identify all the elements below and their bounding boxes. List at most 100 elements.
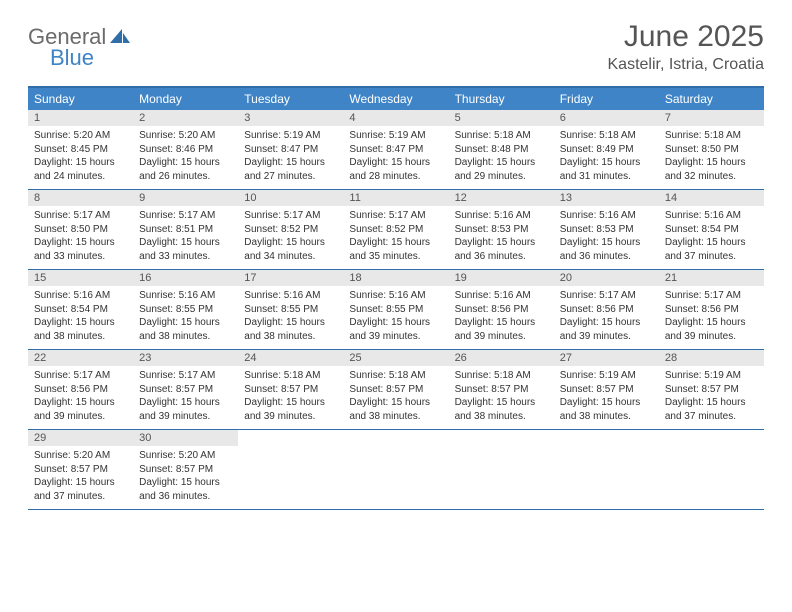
day-number: 20 bbox=[554, 270, 659, 286]
day-number: 1 bbox=[28, 110, 133, 126]
daylight-text: Daylight: 15 hours and 24 minutes. bbox=[34, 156, 127, 183]
sunrise-text: Sunrise: 5:18 AM bbox=[455, 129, 548, 143]
sunset-text: Sunset: 8:56 PM bbox=[455, 303, 548, 317]
daylight-text: Daylight: 15 hours and 33 minutes. bbox=[34, 236, 127, 263]
day-number: 16 bbox=[133, 270, 238, 286]
brand-text: General Blue bbox=[28, 26, 132, 69]
daylight-text: Daylight: 15 hours and 37 minutes. bbox=[665, 236, 758, 263]
weekday-header-cell: Friday bbox=[554, 88, 659, 110]
weekday-header-cell: Monday bbox=[133, 88, 238, 110]
daylight-text: Daylight: 15 hours and 26 minutes. bbox=[139, 156, 232, 183]
daylight-text: Daylight: 15 hours and 39 minutes. bbox=[349, 316, 442, 343]
day-body: Sunrise: 5:17 AMSunset: 8:51 PMDaylight:… bbox=[133, 206, 238, 269]
day-number: 3 bbox=[238, 110, 343, 126]
day-number: 29 bbox=[28, 430, 133, 446]
day-number: 26 bbox=[449, 350, 554, 366]
sunrise-text: Sunrise: 5:17 AM bbox=[34, 369, 127, 383]
day-cell: 23Sunrise: 5:17 AMSunset: 8:57 PMDayligh… bbox=[133, 350, 238, 429]
week-row: 1Sunrise: 5:20 AMSunset: 8:45 PMDaylight… bbox=[28, 110, 764, 190]
daylight-text: Daylight: 15 hours and 34 minutes. bbox=[244, 236, 337, 263]
day-cell: 8Sunrise: 5:17 AMSunset: 8:50 PMDaylight… bbox=[28, 190, 133, 269]
day-body: Sunrise: 5:18 AMSunset: 8:50 PMDaylight:… bbox=[659, 126, 764, 189]
title-block: June 2025 Kastelir, Istria, Croatia bbox=[608, 20, 765, 74]
sunset-text: Sunset: 8:47 PM bbox=[349, 143, 442, 157]
day-body: Sunrise: 5:17 AMSunset: 8:52 PMDaylight:… bbox=[343, 206, 448, 269]
day-cell: 30Sunrise: 5:20 AMSunset: 8:57 PMDayligh… bbox=[133, 430, 238, 509]
sunrise-text: Sunrise: 5:19 AM bbox=[349, 129, 442, 143]
day-body: Sunrise: 5:19 AMSunset: 8:47 PMDaylight:… bbox=[238, 126, 343, 189]
sunset-text: Sunset: 8:54 PM bbox=[34, 303, 127, 317]
day-cell: 14Sunrise: 5:16 AMSunset: 8:54 PMDayligh… bbox=[659, 190, 764, 269]
sunrise-text: Sunrise: 5:16 AM bbox=[665, 209, 758, 223]
weekday-header-row: SundayMondayTuesdayWednesdayThursdayFrid… bbox=[28, 88, 764, 110]
location-text: Kastelir, Istria, Croatia bbox=[608, 56, 765, 74]
day-cell: 4Sunrise: 5:19 AMSunset: 8:47 PMDaylight… bbox=[343, 110, 448, 189]
sunset-text: Sunset: 8:50 PM bbox=[34, 223, 127, 237]
day-number: 18 bbox=[343, 270, 448, 286]
daylight-text: Daylight: 15 hours and 39 minutes. bbox=[455, 316, 548, 343]
day-cell: 27Sunrise: 5:19 AMSunset: 8:57 PMDayligh… bbox=[554, 350, 659, 429]
day-cell-empty bbox=[343, 430, 448, 509]
day-cell: 24Sunrise: 5:18 AMSunset: 8:57 PMDayligh… bbox=[238, 350, 343, 429]
sunrise-text: Sunrise: 5:16 AM bbox=[455, 209, 548, 223]
day-body: Sunrise: 5:18 AMSunset: 8:57 PMDaylight:… bbox=[343, 366, 448, 429]
weekday-header-cell: Wednesday bbox=[343, 88, 448, 110]
day-cell-empty bbox=[554, 430, 659, 509]
day-body: Sunrise: 5:16 AMSunset: 8:53 PMDaylight:… bbox=[449, 206, 554, 269]
day-number: 4 bbox=[343, 110, 448, 126]
daylight-text: Daylight: 15 hours and 28 minutes. bbox=[349, 156, 442, 183]
day-number: 14 bbox=[659, 190, 764, 206]
weekday-header-cell: Sunday bbox=[28, 88, 133, 110]
sunrise-text: Sunrise: 5:20 AM bbox=[139, 129, 232, 143]
day-number: 2 bbox=[133, 110, 238, 126]
sunset-text: Sunset: 8:55 PM bbox=[244, 303, 337, 317]
daylight-text: Daylight: 15 hours and 38 minutes. bbox=[244, 316, 337, 343]
day-body: Sunrise: 5:17 AMSunset: 8:52 PMDaylight:… bbox=[238, 206, 343, 269]
sunrise-text: Sunrise: 5:17 AM bbox=[349, 209, 442, 223]
daylight-text: Daylight: 15 hours and 35 minutes. bbox=[349, 236, 442, 263]
day-number: 11 bbox=[343, 190, 448, 206]
sunrise-text: Sunrise: 5:16 AM bbox=[455, 289, 548, 303]
day-cell: 25Sunrise: 5:18 AMSunset: 8:57 PMDayligh… bbox=[343, 350, 448, 429]
daylight-text: Daylight: 15 hours and 33 minutes. bbox=[139, 236, 232, 263]
sunrise-text: Sunrise: 5:17 AM bbox=[139, 369, 232, 383]
day-body: Sunrise: 5:19 AMSunset: 8:57 PMDaylight:… bbox=[659, 366, 764, 429]
sunset-text: Sunset: 8:55 PM bbox=[139, 303, 232, 317]
day-body: Sunrise: 5:19 AMSunset: 8:47 PMDaylight:… bbox=[343, 126, 448, 189]
day-body: Sunrise: 5:17 AMSunset: 8:50 PMDaylight:… bbox=[28, 206, 133, 269]
sunset-text: Sunset: 8:55 PM bbox=[349, 303, 442, 317]
day-body: Sunrise: 5:17 AMSunset: 8:57 PMDaylight:… bbox=[133, 366, 238, 429]
sunset-text: Sunset: 8:51 PM bbox=[139, 223, 232, 237]
week-row: 29Sunrise: 5:20 AMSunset: 8:57 PMDayligh… bbox=[28, 430, 764, 510]
day-body: Sunrise: 5:18 AMSunset: 8:49 PMDaylight:… bbox=[554, 126, 659, 189]
sunset-text: Sunset: 8:56 PM bbox=[34, 383, 127, 397]
day-number: 13 bbox=[554, 190, 659, 206]
day-cell: 3Sunrise: 5:19 AMSunset: 8:47 PMDaylight… bbox=[238, 110, 343, 189]
sunrise-text: Sunrise: 5:17 AM bbox=[244, 209, 337, 223]
daylight-text: Daylight: 15 hours and 38 minutes. bbox=[34, 316, 127, 343]
sunset-text: Sunset: 8:57 PM bbox=[455, 383, 548, 397]
weekday-header-cell: Thursday bbox=[449, 88, 554, 110]
day-number: 5 bbox=[449, 110, 554, 126]
day-cell: 5Sunrise: 5:18 AMSunset: 8:48 PMDaylight… bbox=[449, 110, 554, 189]
day-number: 21 bbox=[659, 270, 764, 286]
day-number: 15 bbox=[28, 270, 133, 286]
sunrise-text: Sunrise: 5:16 AM bbox=[34, 289, 127, 303]
sunrise-text: Sunrise: 5:16 AM bbox=[560, 209, 653, 223]
day-cell: 28Sunrise: 5:19 AMSunset: 8:57 PMDayligh… bbox=[659, 350, 764, 429]
sunrise-text: Sunrise: 5:17 AM bbox=[665, 289, 758, 303]
sunrise-text: Sunrise: 5:18 AM bbox=[665, 129, 758, 143]
sunrise-text: Sunrise: 5:19 AM bbox=[244, 129, 337, 143]
brand-logo: General Blue bbox=[28, 20, 132, 69]
sunrise-text: Sunrise: 5:16 AM bbox=[244, 289, 337, 303]
page-header: General Blue June 2025 Kastelir, Istria,… bbox=[28, 20, 764, 74]
day-body: Sunrise: 5:16 AMSunset: 8:55 PMDaylight:… bbox=[343, 286, 448, 349]
day-number: 9 bbox=[133, 190, 238, 206]
daylight-text: Daylight: 15 hours and 39 minutes. bbox=[139, 396, 232, 423]
daylight-text: Daylight: 15 hours and 39 minutes. bbox=[560, 316, 653, 343]
day-body: Sunrise: 5:20 AMSunset: 8:46 PMDaylight:… bbox=[133, 126, 238, 189]
daylight-text: Daylight: 15 hours and 38 minutes. bbox=[455, 396, 548, 423]
sunset-text: Sunset: 8:53 PM bbox=[560, 223, 653, 237]
day-cell-empty bbox=[238, 430, 343, 509]
day-cell: 20Sunrise: 5:17 AMSunset: 8:56 PMDayligh… bbox=[554, 270, 659, 349]
